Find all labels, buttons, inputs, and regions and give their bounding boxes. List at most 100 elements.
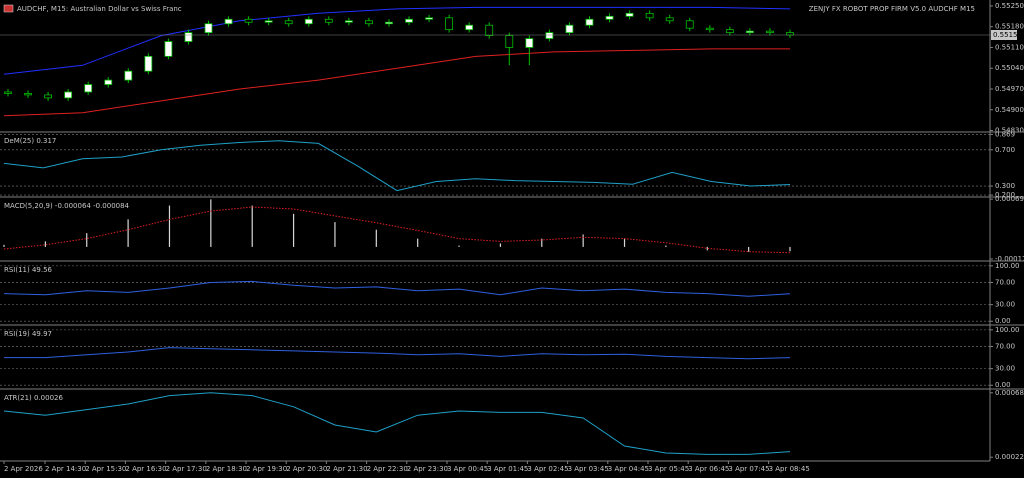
histogram-bar <box>210 199 212 247</box>
histogram-bar <box>623 238 626 247</box>
histogram-bar <box>127 219 129 247</box>
histogram-bar <box>541 238 543 247</box>
indicator-line <box>3 48 790 117</box>
histogram-bar <box>582 234 584 247</box>
candle-body <box>24 93 32 96</box>
time-label: 3 Apr 04:45 <box>608 465 649 473</box>
candle-body <box>184 32 193 42</box>
candle-body <box>705 27 714 31</box>
time-label: 3 Apr 02:45 <box>527 465 568 473</box>
histogram-bar <box>789 246 791 252</box>
y-tick-label: 0.54970 <box>995 85 1024 93</box>
panel-title: RSI(11) 49.56 <box>4 266 53 274</box>
indicator-line <box>3 140 791 192</box>
candle-body <box>264 20 273 23</box>
y-tick-label: 0.55250 <box>995 2 1024 10</box>
candle-body <box>284 20 293 25</box>
candle-body <box>164 41 173 57</box>
candle-body <box>766 30 774 34</box>
histogram-bar <box>458 245 460 247</box>
price-tag <box>991 30 1017 41</box>
candle-body <box>445 17 454 31</box>
y-tick-label: 70.00 <box>995 342 1015 350</box>
panel-title: RSI(19) 49.97 <box>4 330 52 338</box>
y-tick-label: 0.54900 <box>995 106 1024 114</box>
time-label: 2 Apr 16:30 <box>125 465 166 473</box>
candle-body <box>585 18 594 26</box>
candle-body <box>465 24 474 31</box>
panel-title: MACD(5,20,9) -0.000064 -0.000084 <box>4 202 130 210</box>
candle-body <box>625 12 634 17</box>
histogram-bar <box>417 238 419 247</box>
time-label: 3 Apr 03:45 <box>568 465 609 473</box>
time-label: 2 Apr 22:30 <box>367 465 408 473</box>
candle-body <box>665 17 674 22</box>
candle-body <box>645 12 654 19</box>
time-label: 2 Apr 23:30 <box>407 465 448 473</box>
histogram-bar <box>334 222 336 247</box>
histogram-bar <box>665 245 667 247</box>
y-tick-label: 0.300 <box>995 182 1015 190</box>
candle-body <box>525 38 534 48</box>
indicator-line <box>3 280 791 297</box>
time-label: 3 Apr 05:45 <box>648 465 689 473</box>
time-label: 2 Apr 2026 <box>4 465 43 473</box>
candle-body <box>64 91 73 99</box>
candle-body <box>104 79 113 85</box>
time-label: 2 Apr 20:30 <box>286 465 327 473</box>
candle-body <box>4 91 12 94</box>
time-label: 2 Apr 14:30 <box>45 465 86 473</box>
y-tick-label: -0.000175 <box>995 255 1024 263</box>
histogram-bar <box>375 229 377 247</box>
y-tick-label: 30.00 <box>995 301 1015 309</box>
y-tick-label: 0.00 <box>995 317 1011 325</box>
time-label: 3 Apr 06:45 <box>688 465 729 473</box>
candle-body <box>324 18 333 23</box>
y-tick-label: 0.55180 <box>995 23 1024 31</box>
candle-body <box>605 15 614 20</box>
y-tick-label: 0.55040 <box>995 64 1024 72</box>
candle-body <box>304 18 313 25</box>
y-tick-label: 0.55110 <box>995 43 1024 51</box>
time-label: 2 Apr 21:30 <box>326 465 367 473</box>
y-tick-label: 100.00 <box>995 326 1020 334</box>
y-tick-label: 100.00 <box>995 262 1020 270</box>
histogram-bar <box>748 246 750 252</box>
candle-body <box>725 29 734 34</box>
candle-body <box>485 24 494 36</box>
candle-body <box>244 18 253 23</box>
time-label: 2 Apr 19:30 <box>246 465 287 473</box>
candle-body <box>505 35 514 48</box>
indicator-line <box>3 392 791 455</box>
candle-body <box>745 30 754 34</box>
candle-body <box>144 55 153 72</box>
y-tick-label: 0.700 <box>995 146 1015 154</box>
candle-body <box>224 18 233 25</box>
panel-title: ATR(21) 0.00026 <box>4 394 63 402</box>
time-label: 2 Apr 15:30 <box>85 465 126 473</box>
candle-body <box>365 20 373 25</box>
histogram-bar <box>706 246 708 251</box>
time-label: 2 Apr 18:30 <box>206 465 247 473</box>
y-tick-label: 0.54830 <box>995 127 1024 135</box>
histogram-bar <box>3 244 5 247</box>
time-label: 3 Apr 08:45 <box>769 465 810 473</box>
flag-icon <box>3 4 14 13</box>
y-tick-label: 0.869 <box>995 130 1015 138</box>
candle-body <box>786 32 794 36</box>
candle-body <box>84 84 93 93</box>
y-tick-label: 0.00022 <box>995 453 1024 461</box>
candle-body <box>425 17 433 20</box>
y-tick-label: 30.00 <box>995 365 1015 373</box>
candle-body <box>545 32 554 39</box>
candle-body <box>405 18 413 23</box>
symbol-title: AUDCHF, M15: Australian Dollar vs Swiss … <box>17 5 182 13</box>
panel-title: DeM(25) 0.317 <box>4 137 56 145</box>
indicator-line <box>3 206 791 254</box>
candle-body <box>44 94 53 99</box>
time-label: 2 Apr 17:30 <box>166 465 207 473</box>
candle-body <box>685 20 694 29</box>
y-tick-label: 0.000693 <box>995 195 1024 203</box>
